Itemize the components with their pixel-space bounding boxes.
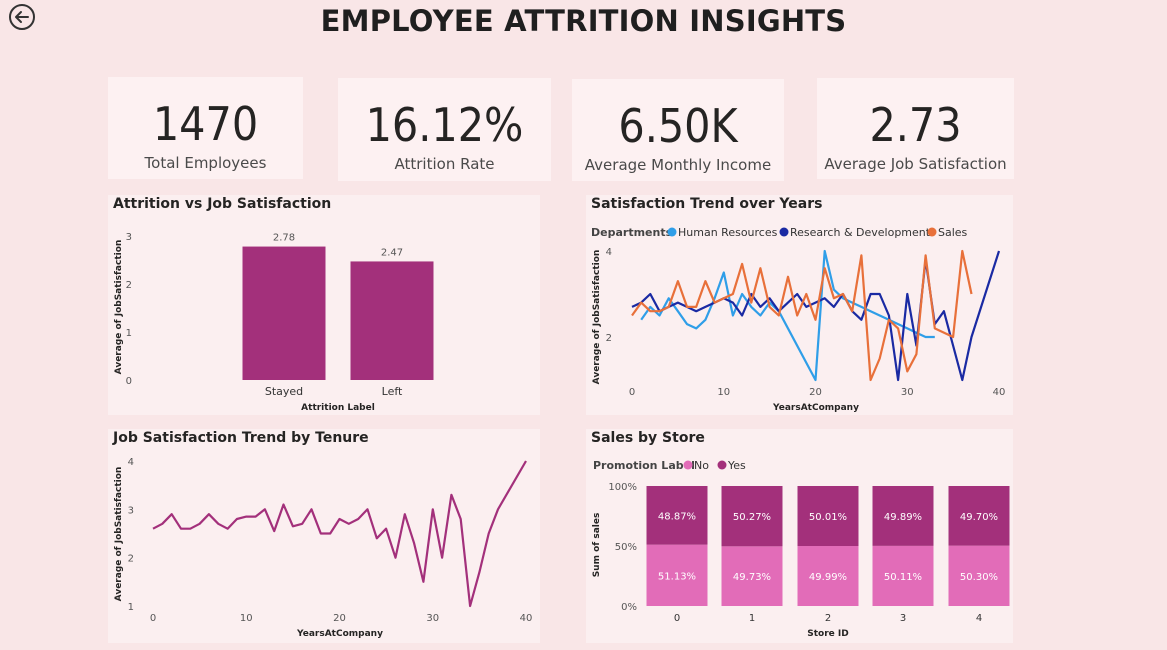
x-tick-label: 0 xyxy=(629,387,635,398)
series-line xyxy=(631,249,973,382)
kpi-label: Attrition Rate xyxy=(394,155,495,173)
chart-sales-by-store[interactable]: Sales by Store Promotion Label No Yes 0% 50%… xyxy=(586,429,1013,643)
data-label: 50.30% xyxy=(960,572,998,583)
data-label: 50.11% xyxy=(884,572,922,583)
y-axis-label: Average of JobSatisfaction xyxy=(114,240,124,375)
stacked-bar-segment xyxy=(646,544,708,606)
y-axis-label: Sum of sales xyxy=(592,513,602,578)
stacked-bar-segment xyxy=(872,486,934,546)
legend-item: Research & Development xyxy=(790,226,931,239)
x-tick-label: 1 xyxy=(749,613,755,624)
x-axis-label: YearsAtCompany xyxy=(772,403,859,413)
kpi-card-avg-monthly-income: 6.50K Average Monthly Income xyxy=(572,79,784,181)
legend-marker xyxy=(927,227,937,237)
data-label: 49.89% xyxy=(884,512,922,523)
chart-title: Satisfaction Trend over Years xyxy=(591,196,823,212)
kpi-label: Total Employees xyxy=(144,154,267,172)
x-tick-label: 10 xyxy=(717,387,730,398)
data-label: 50.01% xyxy=(809,512,847,523)
y-tick-label: 0% xyxy=(621,602,637,613)
stacked-bar-segment xyxy=(797,486,859,547)
y-tick-label: 100% xyxy=(608,482,637,493)
y-tick-label: 4 xyxy=(128,457,134,468)
data-label: 49.70% xyxy=(960,512,998,523)
legend-title: Promotion Label xyxy=(593,459,695,472)
data-label: 49.73% xyxy=(733,572,771,583)
y-axis-label: Average of JobSatisfaction xyxy=(114,467,124,602)
chart-satisfaction-by-tenure[interactable]: Job Satisfaction Trend by Tenure 0 10 20 30… xyxy=(108,429,540,643)
data-label: 2.78 xyxy=(273,233,295,244)
stacked-bar-segment xyxy=(721,486,783,547)
stacked-bar-segment xyxy=(797,546,859,606)
x-axis-label: Attrition Label xyxy=(301,403,375,413)
chart-satisfaction-trend-years[interactable]: Satisfaction Trend over Years Department… xyxy=(586,195,1013,415)
legend-item: Yes xyxy=(727,459,746,472)
back-arrow-icon[interactable] xyxy=(8,3,36,31)
y-tick-label: 2 xyxy=(126,280,132,291)
chart-title: Sales by Store xyxy=(591,430,705,446)
y-tick-label: 3 xyxy=(126,232,132,243)
data-label: 2.47 xyxy=(381,247,403,258)
kpi-card-attrition-rate: 16.12% Attrition Rate xyxy=(338,78,551,181)
y-tick-label: 0 xyxy=(126,376,132,387)
kpi-value: 6.50K xyxy=(618,99,738,153)
x-tick-label: 30 xyxy=(426,613,439,624)
data-label: 49.99% xyxy=(809,572,847,583)
data-label: 48.87% xyxy=(658,511,696,522)
kpi-label: Average Monthly Income xyxy=(584,156,772,174)
y-tick-label: 50% xyxy=(615,542,637,553)
y-tick-label: 4 xyxy=(606,247,612,258)
chart-attrition-vs-satisfaction[interactable]: Attrition vs Job Satisfaction 0 1 2 3 2.78 St… xyxy=(108,195,540,415)
series-line xyxy=(152,460,527,608)
legend-marker xyxy=(667,227,677,237)
stacked-bar-segment xyxy=(646,486,708,545)
x-axis-label: YearsAtCompany xyxy=(296,629,383,639)
y-axis-label: Average of JobSatisfaction xyxy=(592,250,602,385)
stacked-bar-segment xyxy=(948,486,1010,546)
x-tick-label: 30 xyxy=(901,387,914,398)
x-tick-label: Left xyxy=(382,385,403,398)
legend-marker xyxy=(717,460,727,470)
stacked-bar-segment xyxy=(872,545,934,606)
kpi-label: Average Job Satisfaction xyxy=(824,155,1007,173)
legend-item: No xyxy=(694,459,709,472)
chart-title: Attrition vs Job Satisfaction xyxy=(113,196,332,212)
legend-item: Sales xyxy=(938,226,968,239)
series-line xyxy=(640,249,935,382)
legend-title: Departments xyxy=(591,226,673,239)
y-tick-label: 3 xyxy=(128,505,134,516)
legend-item: Human Resources xyxy=(678,226,778,239)
kpi-value: 16.12% xyxy=(365,98,524,152)
kpi-card-avg-job-satisfaction: 2.73 Average Job Satisfaction xyxy=(817,78,1014,179)
bar xyxy=(350,261,434,380)
stacked-bar-segment xyxy=(948,545,1010,606)
y-tick-label: 1 xyxy=(126,328,132,339)
legend-marker xyxy=(683,460,693,470)
y-tick-label: 2 xyxy=(606,333,612,344)
x-tick-label: 40 xyxy=(520,613,533,624)
x-tick-label: 0 xyxy=(674,613,680,624)
y-tick-label: 2 xyxy=(128,554,134,565)
x-axis-label: Store ID xyxy=(807,629,848,639)
x-tick-label: Stayed xyxy=(265,385,303,398)
page-title: EMPLOYEE ATTRITION INSIGHTS xyxy=(320,4,847,38)
kpi-value: 2.73 xyxy=(869,98,962,152)
x-tick-label: 20 xyxy=(809,387,822,398)
x-tick-label: 4 xyxy=(976,613,982,624)
y-tick-label: 1 xyxy=(128,602,134,613)
kpi-card-total-employees: 1470 Total Employees xyxy=(108,77,303,179)
data-label: 50.27% xyxy=(733,512,771,523)
data-label: 51.13% xyxy=(658,571,696,582)
x-tick-label: 0 xyxy=(150,613,156,624)
chart-title: Job Satisfaction Trend by Tenure xyxy=(113,430,369,446)
x-tick-label: 2 xyxy=(825,613,831,624)
x-tick-label: 3 xyxy=(900,613,906,624)
x-tick-label: 20 xyxy=(333,613,346,624)
legend-marker xyxy=(779,227,789,237)
kpi-value: 1470 xyxy=(152,97,259,151)
bar xyxy=(242,246,326,380)
x-tick-label: 40 xyxy=(993,387,1006,398)
stacked-bar-segment xyxy=(721,546,783,606)
x-tick-label: 10 xyxy=(240,613,253,624)
